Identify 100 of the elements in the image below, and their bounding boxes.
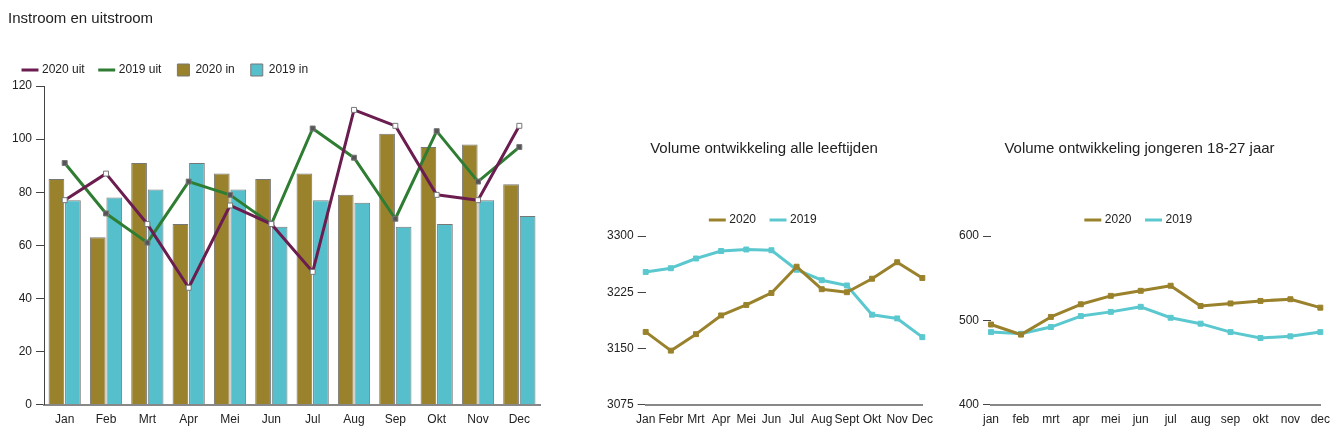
point [185, 178, 192, 185]
point [1107, 308, 1114, 315]
x-tick-label: Jul [305, 412, 321, 427]
point [667, 347, 674, 354]
x-tick-label: Febr [658, 412, 684, 427]
legend-label: 2020 [729, 212, 757, 227]
legend-label: 2019 [1165, 212, 1193, 227]
x-tick-label: aug [1190, 412, 1211, 427]
point [642, 328, 649, 335]
x-tick-label: jul [1163, 412, 1177, 427]
x-tick-label: Jun [761, 412, 782, 427]
legend-label: 2019 [790, 212, 818, 227]
point [919, 274, 926, 281]
point [351, 154, 357, 161]
x-tick-label: mei [1101, 412, 1121, 427]
point [1197, 302, 1204, 309]
y-tick-label: 120 [11, 78, 33, 93]
y-tick-label: 20 [18, 343, 33, 358]
x-tick-label: dec [1310, 412, 1331, 427]
point [869, 311, 876, 318]
x-tick-label: Mrt [687, 412, 706, 427]
point [1287, 296, 1294, 303]
x-tick-label: Aug [343, 412, 365, 427]
y-tick-label: 600 [958, 228, 980, 243]
point [475, 178, 481, 185]
point [1227, 329, 1234, 336]
point [1077, 313, 1084, 320]
point [843, 289, 850, 296]
point [1137, 287, 1144, 294]
point [309, 125, 316, 132]
y-tick-label: 3300 [606, 228, 635, 243]
chart-title: Instroom en uitstroom [8, 9, 154, 27]
point [718, 312, 725, 319]
y-tick-label: 60 [18, 237, 33, 252]
y-tick-label: 80 [18, 184, 33, 199]
x-tick-label: okt [1252, 412, 1270, 427]
x-tick-label: Dec [911, 412, 933, 427]
point [894, 259, 901, 266]
x-tick-label: Okt [862, 412, 883, 427]
x-tick-label: Nov [886, 412, 908, 427]
point [1317, 329, 1324, 336]
y-tick-label: 0 [25, 396, 33, 411]
point [392, 215, 399, 222]
point [988, 329, 994, 336]
chart-title: Volume ontwikkeling jongeren 18-27 jaar [1004, 139, 1275, 157]
point [227, 191, 233, 198]
point [642, 268, 649, 275]
point [667, 265, 674, 272]
point [1167, 314, 1174, 321]
y-tick-label: 40 [18, 290, 33, 305]
x-tick-label: Sep [384, 412, 407, 427]
point [988, 321, 994, 328]
legend-label: 2020 [1104, 212, 1132, 227]
y-tick-label: 3225 [606, 284, 635, 299]
point [1047, 313, 1054, 320]
x-tick-label: Jul [788, 412, 805, 427]
chart-title: Volume ontwikkeling alle leeftijden [650, 139, 878, 157]
x-tick-label: Sept [834, 412, 860, 427]
point [144, 239, 151, 246]
point [1047, 324, 1054, 331]
x-tick-label: Nov [467, 412, 489, 427]
point [768, 247, 775, 254]
x-tick-label: Jan [55, 412, 75, 427]
y-tick-label: 3150 [606, 340, 635, 355]
y-tick-label: 100 [11, 131, 33, 146]
point [718, 248, 725, 254]
x-tick-label: jan [982, 412, 1000, 427]
point [1227, 300, 1234, 307]
point [743, 301, 750, 308]
x-tick-label: feb [1012, 412, 1030, 427]
point [516, 144, 523, 151]
x-tick-label: Mrt [138, 412, 157, 427]
legend-label: 2020 uit [42, 62, 86, 77]
y-tick-label: 500 [958, 312, 980, 327]
point [433, 128, 440, 135]
x-tick-label: mrt [1042, 412, 1061, 427]
point [894, 315, 901, 322]
x-tick-label: jun [1131, 412, 1149, 427]
legend-label: 2020 in [195, 62, 235, 77]
point [768, 289, 775, 296]
x-tick-label: Apr [711, 412, 731, 427]
point [843, 282, 850, 289]
point [1287, 333, 1294, 340]
point [818, 286, 825, 293]
point [1137, 303, 1144, 310]
x-tick-label: apr [1072, 412, 1090, 427]
x-tick-label: Jun [261, 412, 282, 427]
x-tick-label: nov [1280, 412, 1301, 427]
point [1167, 282, 1174, 289]
point [61, 160, 68, 166]
point [919, 334, 926, 341]
legend-label: 2019 uit [118, 62, 163, 77]
point [1077, 301, 1084, 308]
x-tick-label: Okt [427, 412, 447, 427]
point [693, 255, 699, 262]
x-tick-label: Jan [636, 412, 656, 427]
x-tick-label: sep [1220, 412, 1241, 427]
x-tick-label: Mei [736, 412, 756, 427]
x-tick-label: Mei [220, 412, 240, 427]
point [743, 246, 750, 253]
